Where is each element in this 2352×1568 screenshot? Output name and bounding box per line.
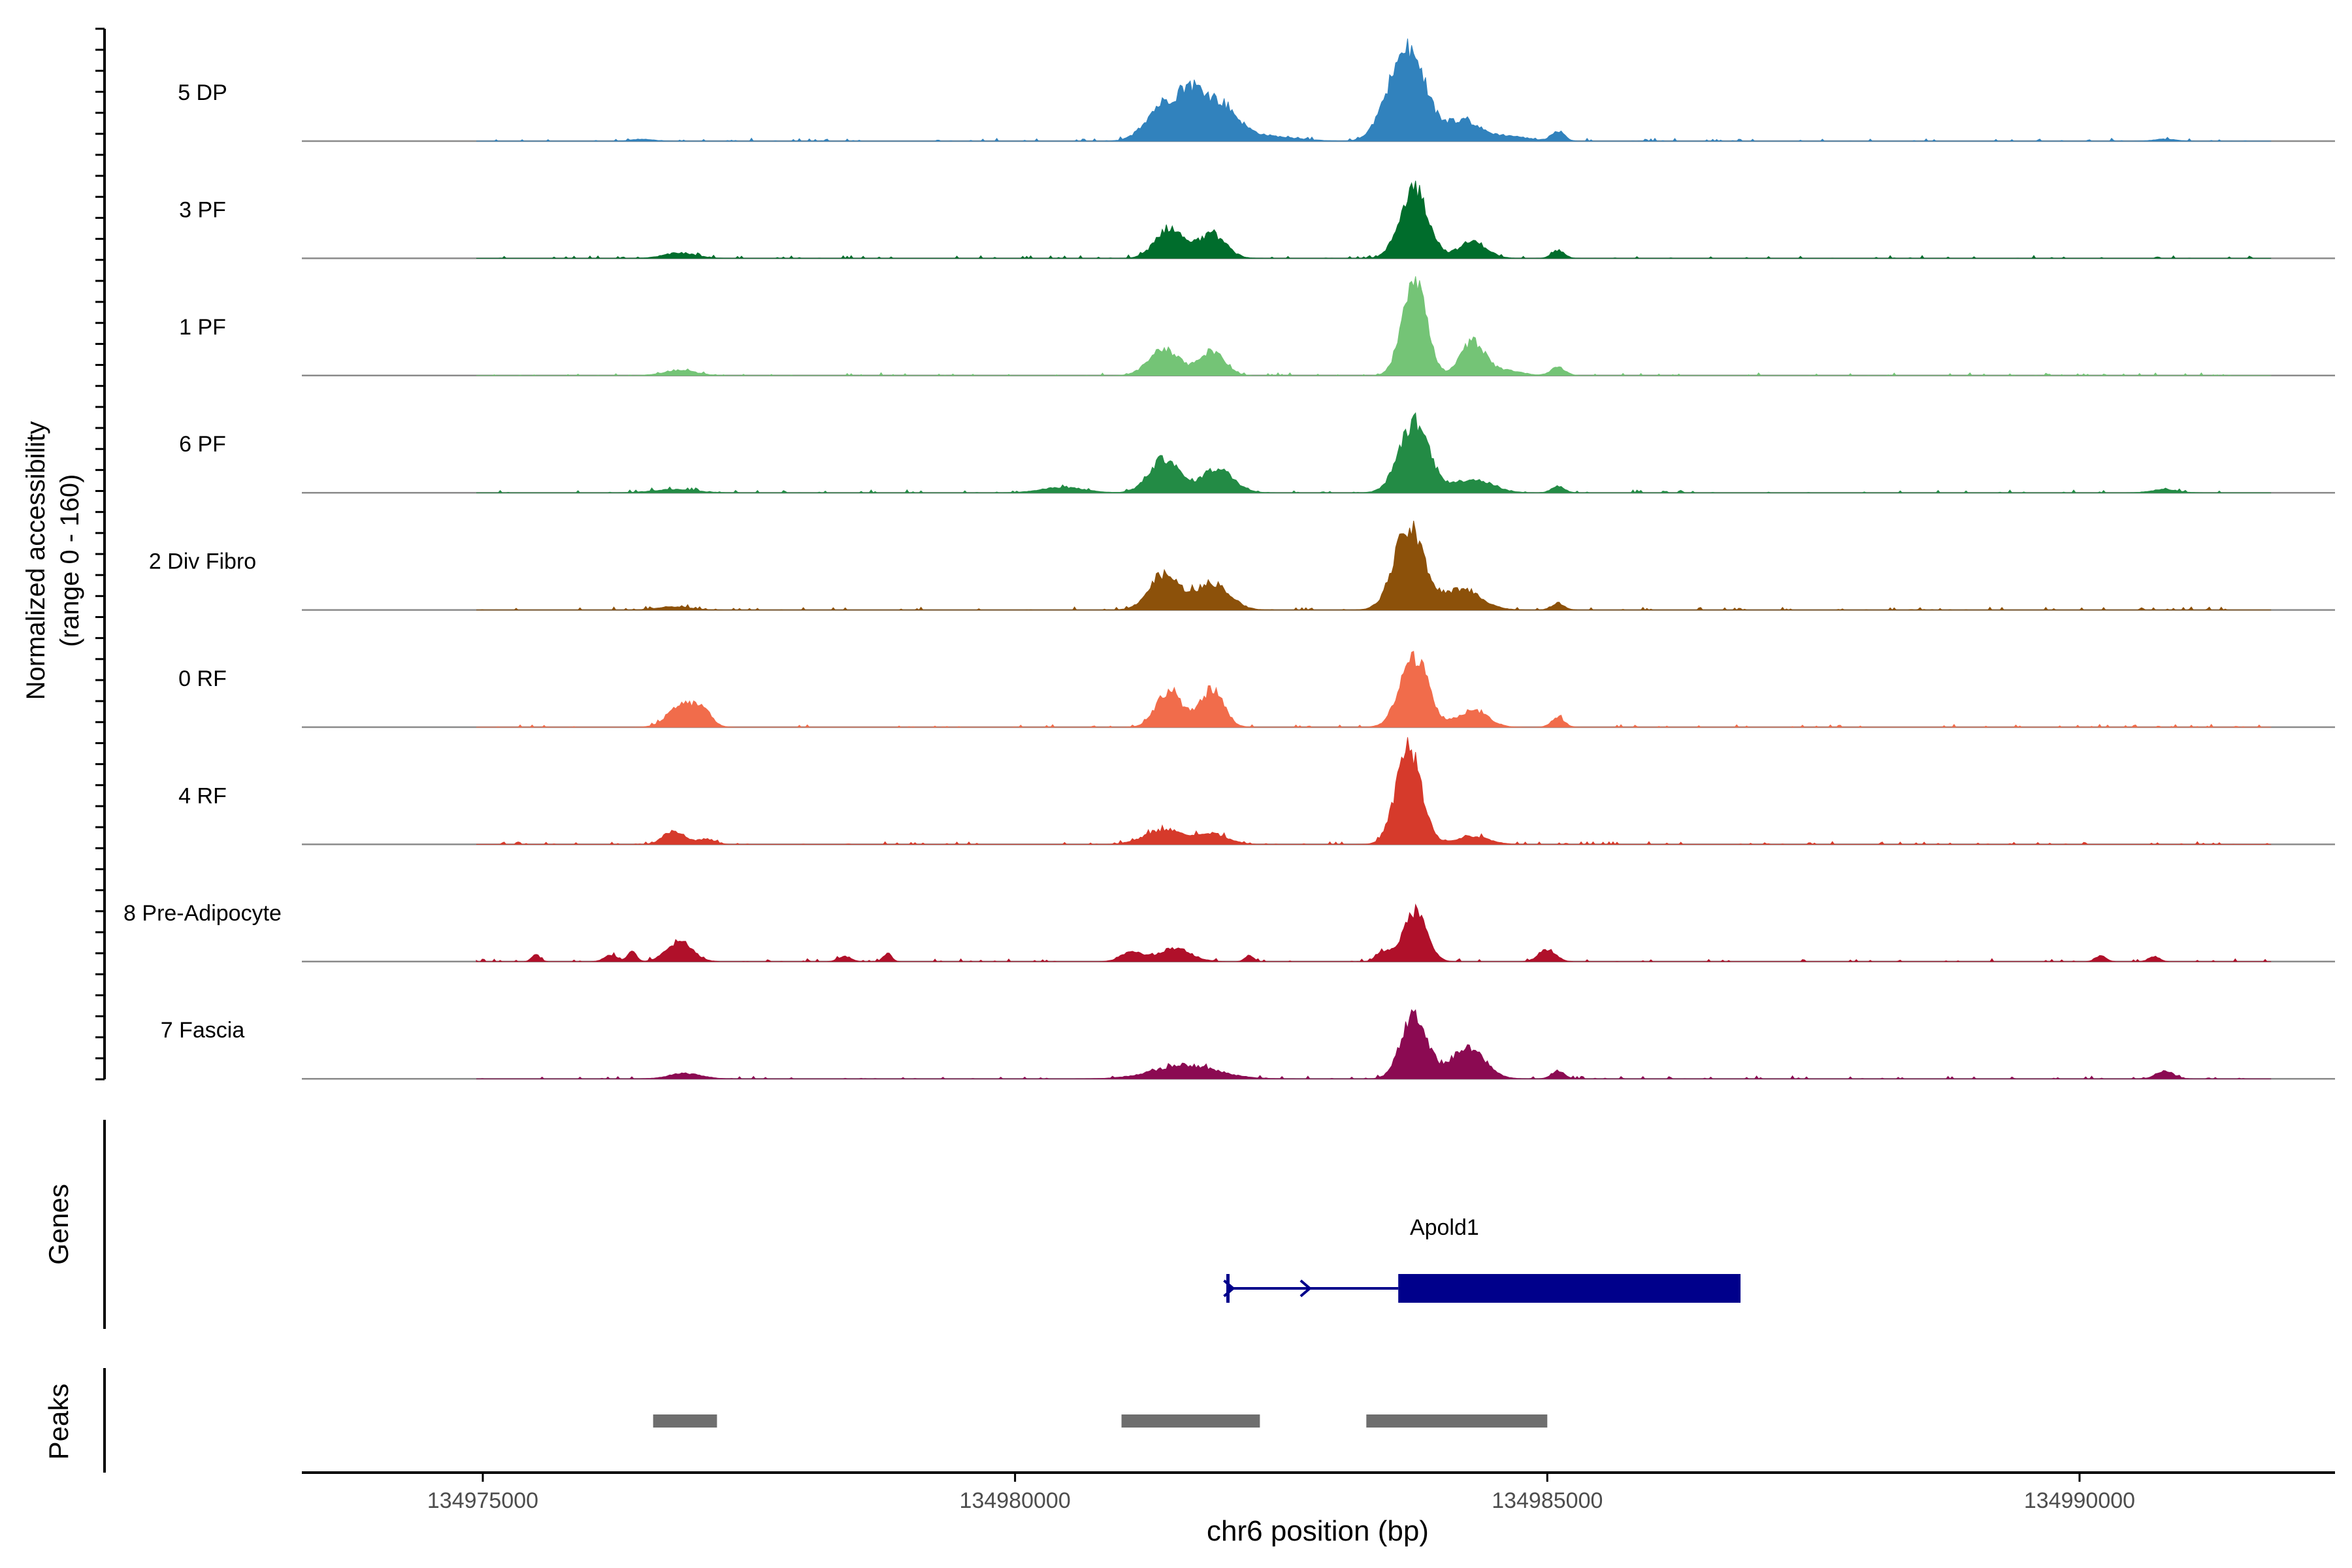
track-7-fascia: 7 Fascia [161, 1009, 2335, 1080]
track-label: 3 PF [179, 197, 226, 222]
x-axis-label: chr6 position (bp) [1207, 1515, 1429, 1547]
y-axis [95, 27, 106, 1081]
y-axis-label-line2: (range 0 - 160) [56, 474, 84, 647]
peaks-track-label: Peaks [43, 1384, 74, 1460]
genes-track-label: Genes [43, 1184, 74, 1265]
coverage-area [476, 39, 2272, 142]
gene-apold1: Apold1 [1223, 1215, 1741, 1303]
coverage-area [476, 1009, 2272, 1079]
track-label: 6 PF [179, 432, 226, 457]
track-8-pre-adipocyte: 8 Pre-Adipocyte [123, 901, 2335, 963]
x-tick-label: 134985000 [1492, 1488, 1603, 1513]
gene-models: Apold1 [1223, 1215, 1741, 1303]
track-5-dp: 5 DP [178, 39, 2335, 142]
x-tick-label: 134980000 [960, 1488, 1071, 1513]
coverage-area [476, 737, 2272, 845]
track-3-pf: 3 PF [179, 180, 2335, 259]
x-tick-label: 134975000 [427, 1488, 538, 1513]
coverage-area [476, 276, 2272, 376]
coverage-area [476, 651, 2272, 728]
peak-regions [653, 1414, 1548, 1428]
peak-region [1121, 1414, 1260, 1428]
peak-region [653, 1414, 717, 1428]
track-label: 0 RF [178, 666, 227, 691]
y-axis-label-line1: Normalized accessibility [22, 421, 50, 700]
track-6-pf: 6 PF [179, 412, 2335, 494]
track-label: 1 PF [179, 315, 226, 340]
track-label: 5 DP [178, 80, 227, 105]
peaks-panel: Peaks [43, 1368, 1548, 1473]
peak-region [1366, 1414, 1548, 1428]
coverage-area [476, 903, 2272, 962]
strand-arrow-icon [1299, 1279, 1312, 1298]
x-axis: 134975000 134980000 134985000 134990000 [302, 1471, 2335, 1513]
track-4-rf: 4 RF [178, 737, 2335, 845]
gene-exon-block [1398, 1274, 1739, 1303]
coverage-area [476, 180, 2272, 259]
x-tick-label: 134990000 [2024, 1488, 2135, 1513]
track-label: 7 Fascia [161, 1018, 245, 1043]
coverage-area [476, 521, 2272, 611]
genes-panel: Genes Apold1 [43, 1120, 1741, 1329]
track-label: 4 RF [178, 783, 227, 808]
track-label: 2 Div Fibro [149, 549, 256, 574]
coverage-tracks: 5 DP 3 PF 1 PF 6 PF 2 Div Fibro 0 RF 4 RF 8 Pre… [123, 39, 2335, 1080]
track-0-rf: 0 RF [178, 651, 2335, 728]
track-label: 8 Pre-Adipocyte [123, 901, 282, 926]
strand-arrow-icon [1223, 1279, 1235, 1298]
track-1-pf: 1 PF [179, 276, 2335, 377]
coverage-area [476, 412, 2272, 494]
gene-name-label: Apold1 [1410, 1215, 1479, 1240]
track-2-div-fibro: 2 Div Fibro [149, 521, 2335, 611]
